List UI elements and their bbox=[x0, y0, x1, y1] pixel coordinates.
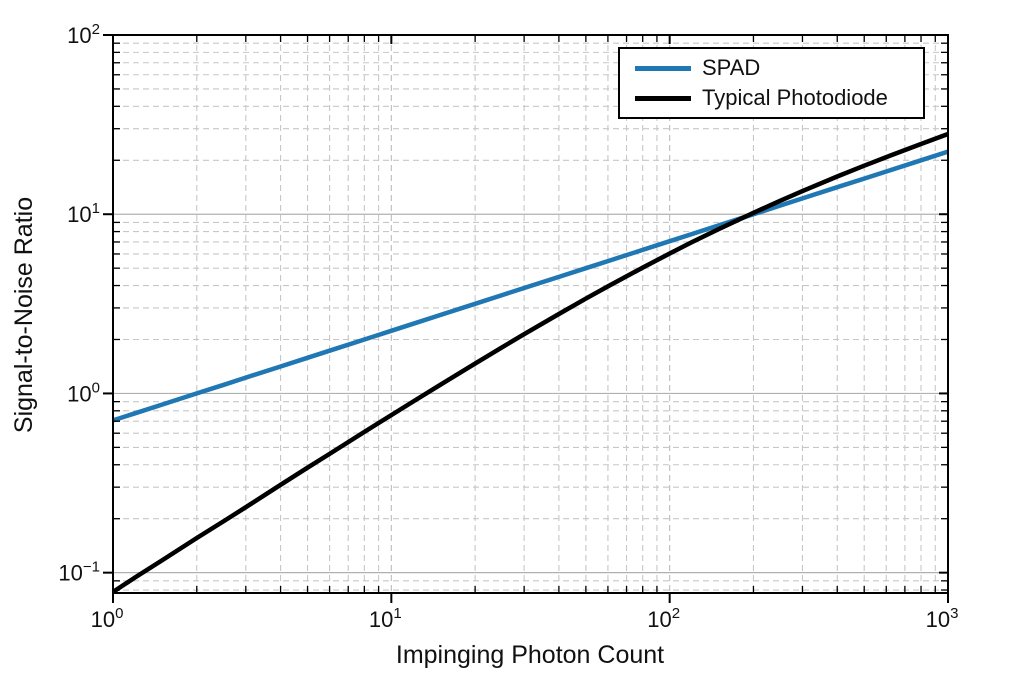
y-axis-title: Signal-to-Noise Ratio bbox=[10, 197, 38, 433]
series-lines bbox=[111, 131, 949, 594]
typical-photodiode-line bbox=[111, 131, 949, 594]
tick-label-y1: 101 bbox=[67, 200, 100, 227]
tick-label-x3: 103 bbox=[926, 605, 959, 632]
spad-line bbox=[112, 149, 949, 423]
tick-label-x1: 101 bbox=[369, 605, 402, 632]
x-axis-title: Impinging Photon Count bbox=[396, 641, 664, 669]
legend-item-spad: SPAD bbox=[635, 57, 923, 79]
legend-label-spad: SPAD bbox=[702, 55, 761, 80]
photodiode-line-swatch bbox=[635, 95, 691, 101]
tick-label-y2: 102 bbox=[67, 21, 100, 48]
tick-label-x2: 102 bbox=[647, 605, 680, 632]
tick-label-y0: 100 bbox=[67, 379, 100, 406]
legend-item-typical-photodiode: Typical Photodiode bbox=[635, 87, 923, 109]
legend-label-typical-photodiode: Typical Photodiode bbox=[702, 85, 888, 110]
legend: SPAD Typical Photodiode bbox=[618, 47, 925, 119]
tick-label-y−1: 10−1 bbox=[58, 559, 100, 586]
tick-label-x0: 100 bbox=[91, 605, 124, 632]
axis-ticks bbox=[103, 34, 949, 603]
plot-frame bbox=[112, 34, 949, 594]
spad-line-swatch bbox=[635, 65, 691, 71]
